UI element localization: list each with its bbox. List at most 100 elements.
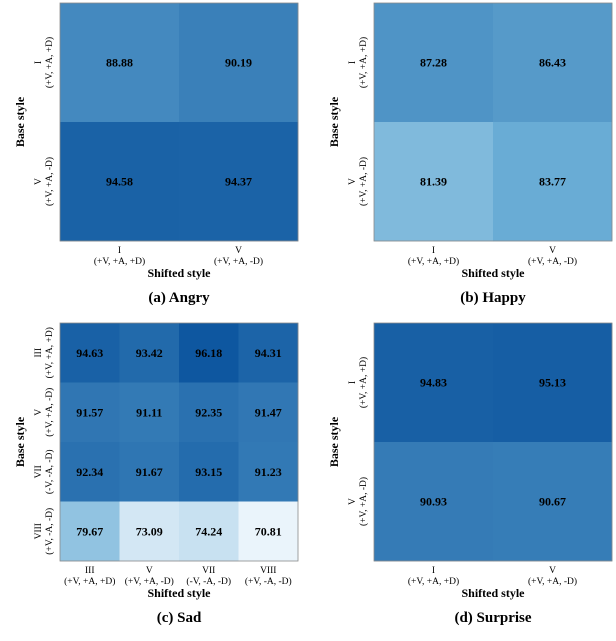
heatmap-cell bbox=[238, 442, 299, 502]
heatmap-panel-sad: 94.63 93.42 96.18 94.31 91.57 91.11 92.35 91.47… bbox=[0, 320, 302, 638]
heatmap-cell bbox=[238, 382, 299, 443]
cell-value-label: 88.88 bbox=[106, 56, 133, 70]
y-axis-title: Base style bbox=[327, 96, 341, 147]
cell-value-label: 94.37 bbox=[225, 175, 252, 189]
cell-value-label: 94.83 bbox=[420, 376, 447, 390]
x-tick-label: V bbox=[235, 246, 242, 256]
heatmap-cell bbox=[179, 501, 239, 562]
x-tick-sublabel: (-V, -A, -D) bbox=[186, 576, 231, 587]
heatmap-frame bbox=[59, 322, 299, 562]
cell-value-label: 74.24 bbox=[195, 524, 222, 538]
panel-caption: (a) Angry bbox=[148, 290, 210, 306]
y-tick-sublabel: (-V, -A, -D) bbox=[44, 449, 55, 494]
y-tick-label: VIII bbox=[34, 523, 44, 539]
x-axis-title: Shifted style bbox=[148, 586, 212, 600]
x-tick-label: I bbox=[432, 246, 435, 256]
heatmap-cell bbox=[179, 3, 299, 123]
heatmap-cell bbox=[60, 3, 180, 123]
y-axis-title: Base style bbox=[13, 416, 27, 467]
x-tick-label: VIII bbox=[260, 566, 276, 576]
y-tick-sublabel: (+V, +A, -D) bbox=[44, 388, 55, 437]
heatmap-cell bbox=[60, 442, 120, 502]
y-tick-label: V bbox=[348, 178, 358, 185]
heatmap-cell bbox=[119, 323, 180, 383]
x-tick-sublabel: (+V, -A, -D) bbox=[245, 576, 292, 587]
cell-value-label: 79.67 bbox=[76, 524, 103, 538]
x-tick-label: VII bbox=[202, 566, 215, 576]
y-axis-title: Base style bbox=[13, 96, 27, 147]
heatmap-cell bbox=[179, 382, 239, 443]
heatmap-cell bbox=[60, 122, 180, 242]
cell-value-label: 73.09 bbox=[136, 524, 163, 538]
cell-value-label: 91.11 bbox=[136, 405, 162, 419]
x-tick-sublabel: (+V, +A, +D) bbox=[408, 576, 459, 587]
heatmap-cell bbox=[179, 323, 239, 383]
heatmap-panel-surprise: 94.83 95.13 90.93 90.67 I (+V, +A, +D) V (+V, +… bbox=[314, 320, 616, 638]
cell-value-label: 95.13 bbox=[539, 376, 566, 390]
y-tick-sublabel: (+V, +A, +D) bbox=[44, 327, 55, 378]
y-tick-sublabel: (+V, +A, -D) bbox=[358, 157, 369, 206]
cell-value-label: 92.35 bbox=[195, 405, 222, 419]
heatmap-frame bbox=[373, 2, 613, 242]
y-tick-label: V bbox=[34, 409, 44, 416]
cell-value-label: 91.47 bbox=[255, 405, 282, 419]
x-axis-title: Shifted style bbox=[462, 586, 526, 600]
cell-value-label: 93.42 bbox=[136, 346, 163, 360]
heatmap-cell bbox=[374, 323, 494, 443]
cell-value-label: 83.77 bbox=[539, 175, 566, 189]
x-tick-sublabel: (+V, +A, -D) bbox=[528, 256, 577, 267]
cell-value-label: 87.28 bbox=[420, 56, 447, 70]
panel-caption: (b) Happy bbox=[460, 290, 526, 306]
heatmap-cell bbox=[238, 323, 299, 383]
x-axis-title: Shifted style bbox=[462, 266, 526, 280]
cell-value-label: 70.81 bbox=[255, 524, 282, 538]
heatmap-cell bbox=[493, 122, 613, 242]
y-tick-label: V bbox=[34, 178, 44, 185]
panel-caption: (c) Sad bbox=[157, 610, 202, 626]
y-tick-sublabel: (+V, +A, +D) bbox=[358, 37, 369, 88]
x-tick-sublabel: (+V, +A, +D) bbox=[64, 576, 115, 587]
heatmap-cell bbox=[238, 501, 299, 562]
y-tick-sublabel: (+V, +A, +D) bbox=[44, 37, 55, 88]
y-tick-label: I bbox=[348, 61, 358, 64]
x-tick-label: V bbox=[146, 566, 153, 576]
cell-value-label: 94.31 bbox=[255, 346, 282, 360]
heatmap-svg: 94.63 93.42 96.18 94.31 91.57 91.11 92.35 91.47… bbox=[13, 322, 299, 626]
cell-value-label: 93.15 bbox=[195, 465, 222, 479]
heatmap-frame bbox=[373, 322, 613, 562]
y-tick-sublabel: (+V, +A, -D) bbox=[44, 157, 55, 206]
heatmap-cell bbox=[179, 122, 299, 242]
cell-value-label: 90.93 bbox=[420, 495, 447, 509]
heatmap-cell bbox=[60, 323, 120, 383]
heatmap-cell bbox=[493, 3, 613, 123]
x-tick-sublabel: (+V, +A, -D) bbox=[125, 576, 174, 587]
x-tick-sublabel: (+V, +A, -D) bbox=[214, 256, 263, 267]
x-tick-sublabel: (+V, +A, +D) bbox=[408, 256, 459, 267]
y-tick-label: V bbox=[348, 498, 358, 505]
heatmap-cell bbox=[119, 442, 180, 502]
cell-value-label: 91.57 bbox=[76, 405, 103, 419]
cell-value-label: 96.18 bbox=[195, 346, 222, 360]
heatmap-cell bbox=[493, 323, 613, 443]
heatmap-panel-angry: 88.88 90.19 94.58 94.37 I (+V, +A, +D) V (+V, +… bbox=[0, 0, 302, 318]
heatmap-cell bbox=[60, 382, 120, 443]
heatmap-frame bbox=[59, 2, 299, 242]
heatmap-cell bbox=[374, 122, 494, 242]
x-tick-label: III bbox=[85, 566, 95, 576]
heatmap-cell bbox=[493, 442, 613, 562]
heatmap-cell bbox=[60, 501, 120, 562]
heatmap-cell bbox=[119, 382, 180, 443]
cell-value-label: 90.67 bbox=[539, 495, 566, 509]
panel-caption: (d) Surprise bbox=[454, 610, 531, 626]
y-tick-label: III bbox=[34, 348, 44, 358]
cell-value-label: 94.63 bbox=[76, 346, 103, 360]
cell-value-label: 91.67 bbox=[136, 465, 163, 479]
cell-value-label: 90.19 bbox=[225, 56, 252, 70]
cell-value-label: 92.34 bbox=[76, 465, 103, 479]
cell-value-label: 94.58 bbox=[106, 175, 133, 189]
heatmap-cell bbox=[374, 442, 494, 562]
heatmap-panel-happy: 87.28 86.43 81.39 83.77 I (+V, +A, +D) V (+V, +… bbox=[314, 0, 616, 318]
